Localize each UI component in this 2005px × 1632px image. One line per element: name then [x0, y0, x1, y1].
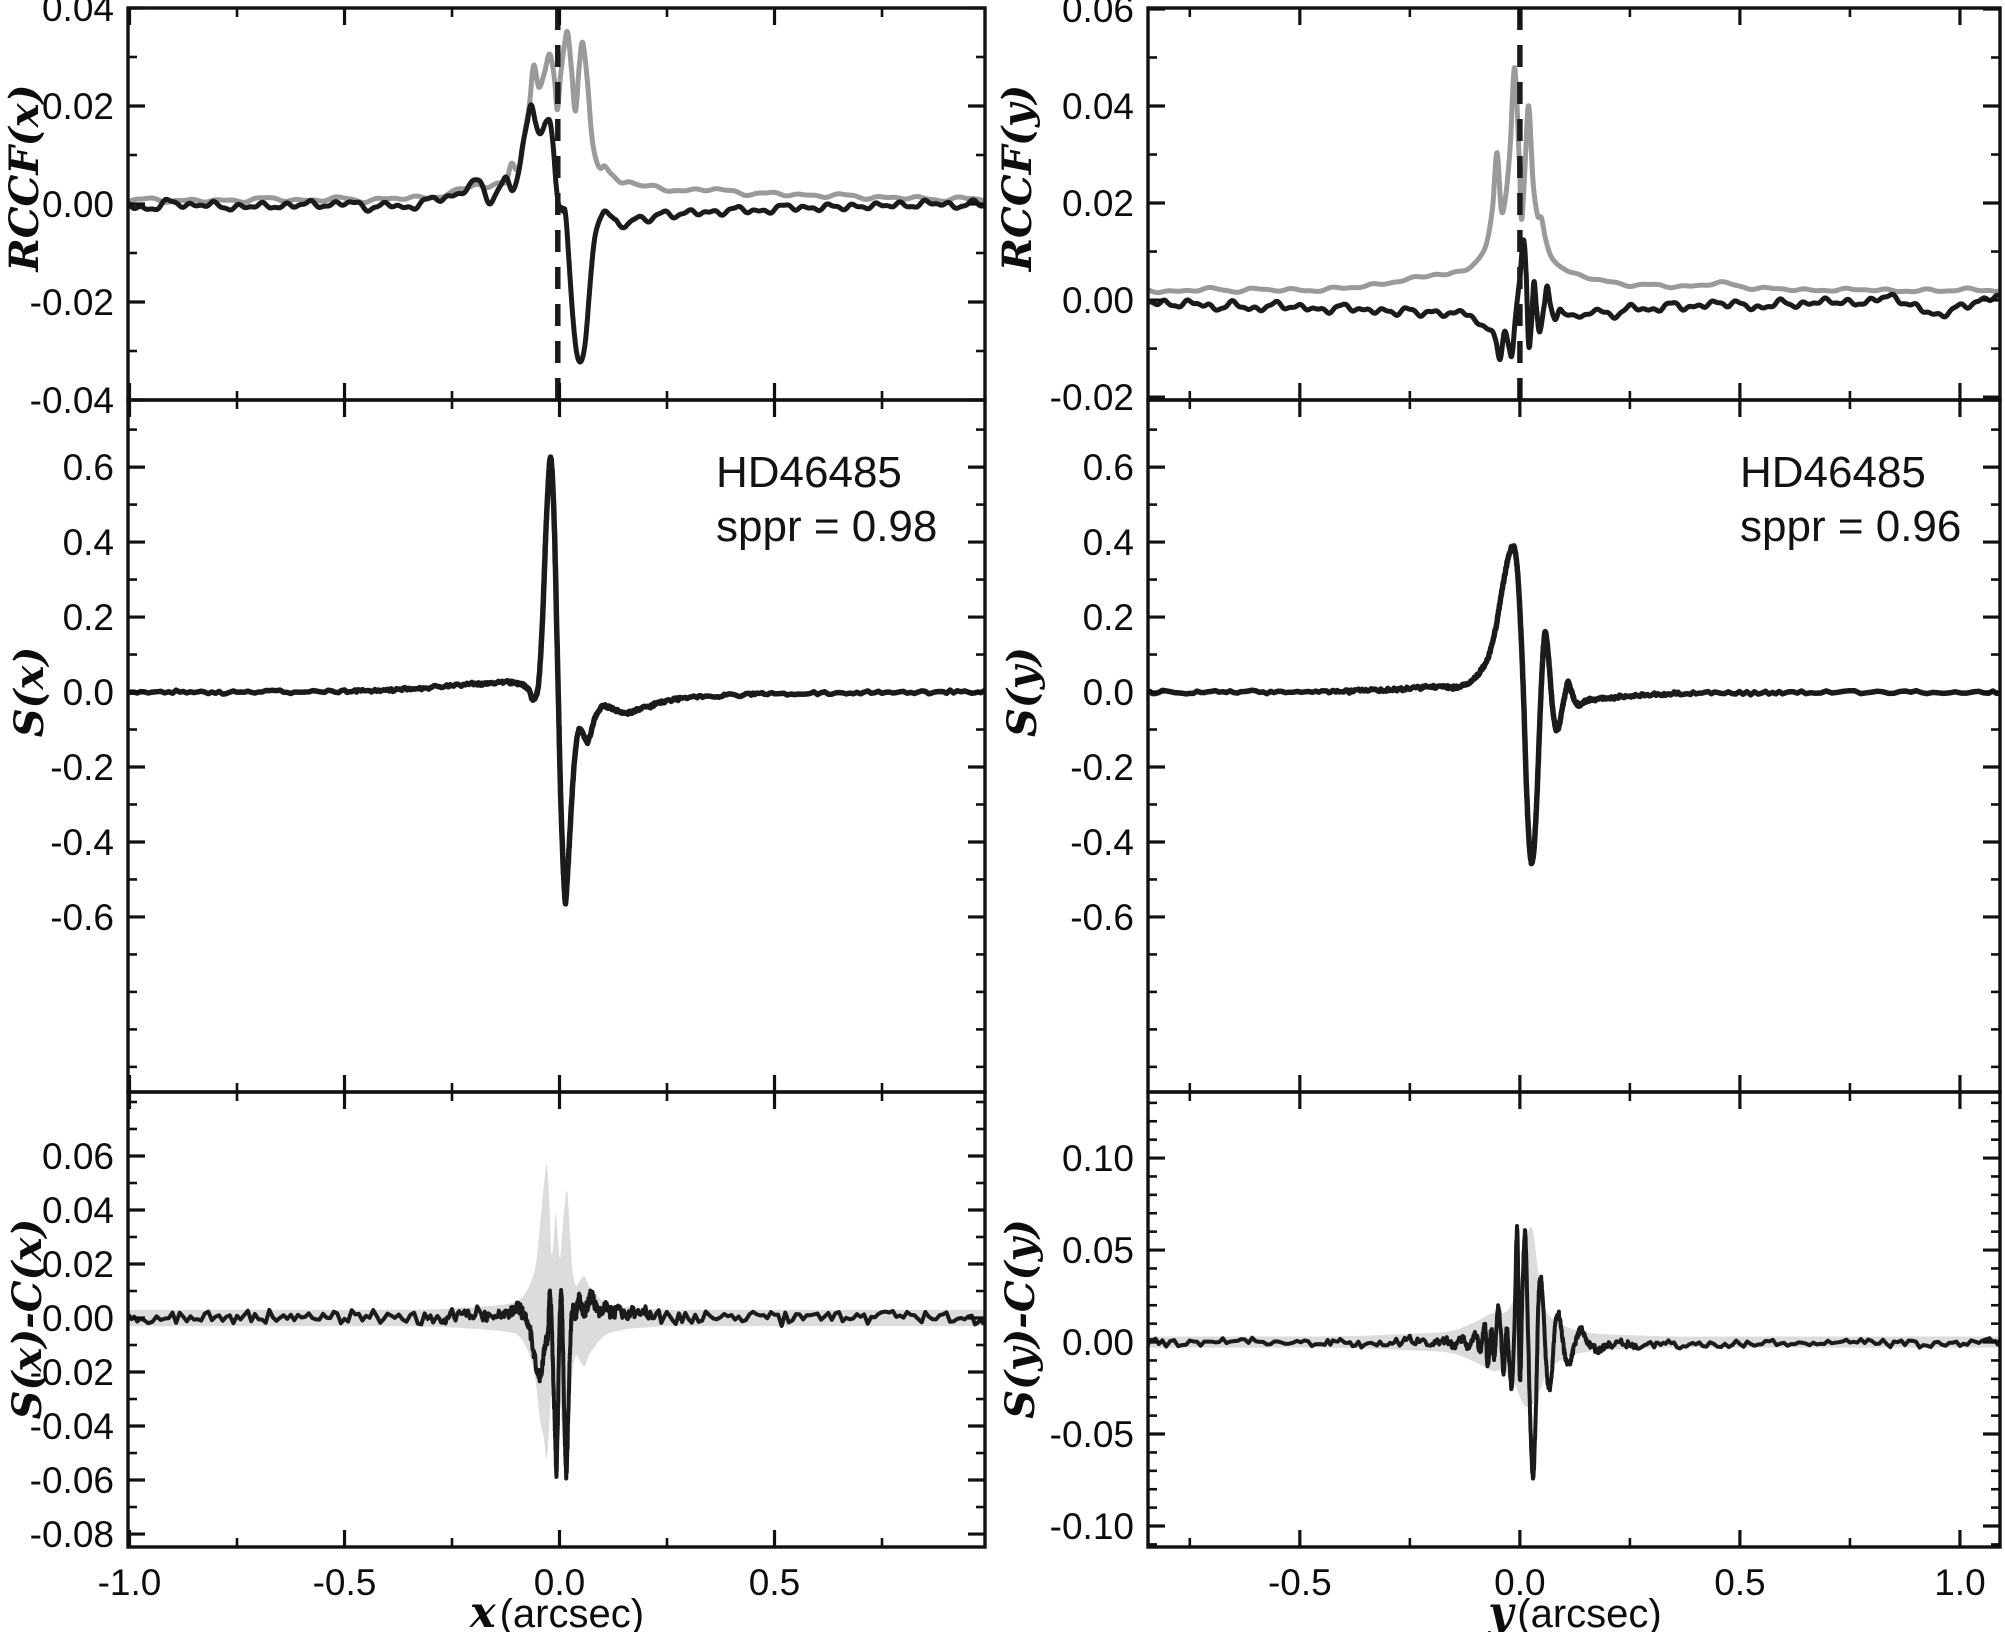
y-tick-label: -0.4 [50, 822, 114, 863]
series-residual-trace [1148, 1224, 2000, 1481]
y-tick-label: -0.08 [30, 1514, 114, 1555]
y-tick-label: 0.00 [42, 184, 114, 225]
y-tick-label: -0.4 [1070, 822, 1134, 863]
y-tick-label: 0.2 [63, 597, 114, 638]
y-tick-label: 0.6 [63, 447, 114, 488]
y-tick-label: 0.06 [42, 1136, 114, 1177]
x-axis-label-left: x (arcsec) [357, 1588, 757, 1632]
panel-frame [126, 1090, 987, 1549]
series-residual-trace [128, 1288, 985, 1481]
panel-rccf-x: 0.04 0.02 0.00 -0.02 -0.04 [30, 0, 987, 421]
panel-rccf-y: 0.06 0.04 0.02 0.00 -0.02 [1050, 0, 2002, 418]
y-tick-label: -0.02 [1050, 377, 1134, 418]
x-tick-label: -1.0 [98, 1562, 162, 1603]
y-axis-label-rccf-y: RCCF(y) [994, 84, 1041, 272]
y-tick-label: 0.4 [1083, 522, 1134, 563]
y-tick-label: 0.00 [42, 1298, 114, 1339]
y-tick-label: -0.04 [30, 1406, 114, 1447]
y-tick-label: -0.05 [1050, 1414, 1134, 1455]
y-tick-label: 0.6 [1083, 447, 1134, 488]
x-tick-label: 1.0 [1934, 1562, 1985, 1603]
x-axis-unit: (arcsec) [1517, 1592, 1662, 1632]
panel-frame [1146, 1090, 2002, 1549]
y-tick-label: 0.02 [42, 86, 114, 127]
y-axis-label-residual-x: S(x)-C(x) [4, 1218, 51, 1420]
x-axis-label-right: y (arcsec) [1375, 1588, 1775, 1632]
y-axis-label-s-x: S(x) [6, 646, 53, 738]
panel-residual-y: 0.10 0.05 0.00 -0.05 -0.10 -0.5 0.0 0.5 1.0 [1050, 1090, 2002, 1603]
x-tick-label: 0.5 [749, 1562, 800, 1603]
x-axis-variable: x [469, 1588, 496, 1632]
series-target-rccf-black [1148, 237, 2000, 362]
x-tick-label: 0.5 [1714, 1562, 1765, 1603]
y-tick-label: -0.2 [50, 747, 114, 788]
x-axis-variable: y [1488, 1588, 1514, 1632]
panel-frame [1146, 6, 2002, 402]
y-tick-label: -0.6 [1070, 897, 1134, 938]
sppr-value: sppr = 0.96 [1740, 502, 1962, 551]
y-axis-label-residual-y: S(y)-C(y) [997, 1219, 1044, 1419]
y-tick-label: 0.10 [1062, 1138, 1134, 1179]
series-spectroastrometric-signature [128, 454, 985, 907]
y-tick-label: 0.02 [1062, 183, 1134, 224]
y-tick-label: 0.00 [1062, 1322, 1134, 1363]
y-tick-label: -0.02 [30, 1352, 114, 1393]
x-tick-label: -0.5 [313, 1562, 377, 1603]
y-tick-label: 0.05 [1062, 1230, 1134, 1271]
y-tick-label: 0.04 [42, 1190, 114, 1231]
x-tick-label: 0.0 [534, 1562, 585, 1603]
y-tick-label: 0.02 [42, 1244, 114, 1285]
annotation-right: HD46485 sppr = 0.96 [1740, 446, 1961, 554]
series-spectroastrometric-signature [1148, 543, 2000, 867]
y-tick-label: 0.4 [63, 522, 114, 563]
target-name: HD46485 [1740, 448, 1926, 497]
y-axis-label-rccf-x: RCCF(x) [1, 84, 48, 272]
sppr-value: sppr = 0.98 [716, 502, 938, 551]
y-tick-label: -0.04 [30, 380, 114, 421]
y-axis-label-s-y: S(y) [999, 647, 1046, 737]
y-tick-label: 0.2 [1083, 597, 1134, 638]
y-tick-label: -0.2 [1070, 747, 1134, 788]
y-tick-label: 0.0 [63, 672, 114, 713]
panel-s-x: 0.6 0.4 0.2 0.0 -0.2 -0.4 -0.6 [50, 398, 987, 1094]
x-tick-label: 0.0 [1494, 1562, 1545, 1603]
y-tick-label: 0.00 [1062, 280, 1134, 321]
series-reference-rccf-grey [1148, 65, 2000, 296]
x-tick-label: -0.5 [1268, 1562, 1332, 1603]
target-name: HD46485 [716, 448, 902, 497]
y-tick-label: -0.06 [30, 1460, 114, 1501]
y-tick-label: 0.06 [1062, 0, 1134, 30]
y-tick-label: -0.6 [50, 897, 114, 938]
uncertainty-band [1148, 1226, 2000, 1407]
x-axis-unit: (arcsec) [499, 1592, 645, 1632]
y-tick-label: -0.02 [30, 282, 114, 323]
uncertainty-band [129, 1164, 985, 1473]
y-tick-label: 0.04 [1062, 86, 1134, 127]
y-tick-label: -0.10 [1050, 1506, 1134, 1547]
panel-residual-x: 0.06 0.04 0.02 0.00 -0.02 -0.04 -0.06 -0.08 -1.0… [30, 1090, 987, 1603]
series-target-rccf-black [128, 102, 985, 365]
y-tick-label: 0.04 [42, 0, 114, 29]
annotation-left: HD46485 sppr = 0.98 [716, 446, 937, 554]
y-tick-label: 0.0 [1083, 672, 1134, 713]
